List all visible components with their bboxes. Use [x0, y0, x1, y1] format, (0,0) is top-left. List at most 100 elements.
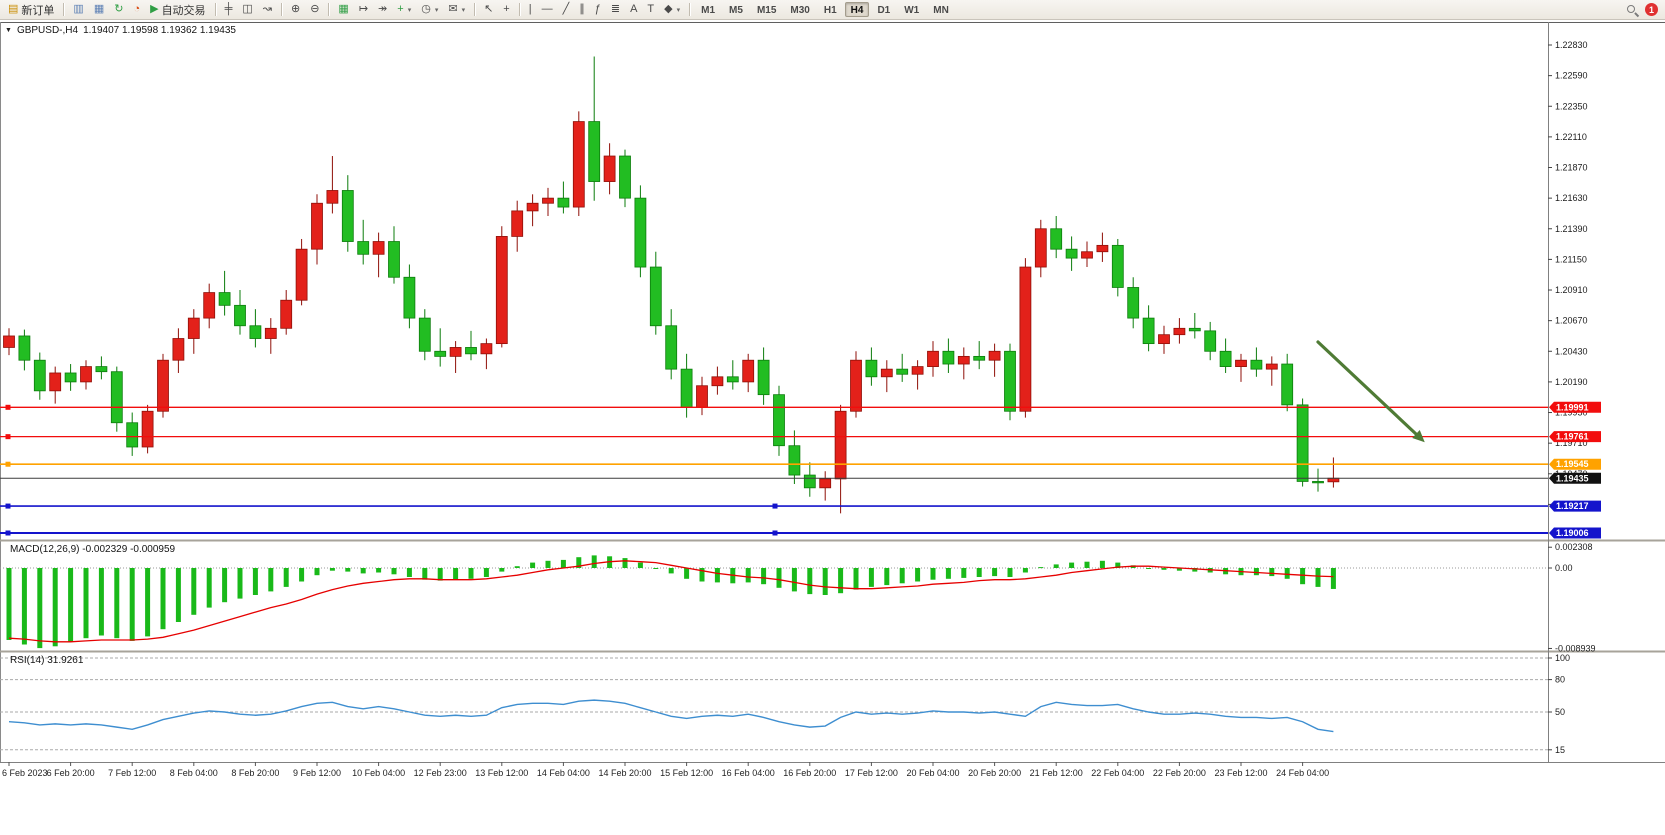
support-line-blue-2-tag [1549, 527, 1601, 539]
candlestick-chart-button[interactable]: ◫ [237, 2, 257, 18]
rsi-level-label: 50 [1555, 707, 1565, 717]
toolbar-separator [689, 3, 691, 16]
candle-body [680, 368, 693, 408]
macd-histogram-bar [21, 568, 27, 645]
candle-body [1034, 228, 1047, 268]
candle-body [110, 371, 123, 424]
fibonacci-button[interactable]: ƒ [590, 2, 606, 18]
candle-body [896, 368, 909, 375]
timeframe-h4-button[interactable]: H4 [844, 2, 870, 17]
support-line-orange-handle[interactable] [5, 461, 11, 467]
macd-histogram-bar [1038, 567, 1044, 569]
profiles-button[interactable]: ▦ [89, 2, 109, 18]
candle-body [1050, 228, 1063, 250]
rsi-scale: 100 80 50 15 [1548, 653, 1570, 755]
candle-body [1111, 244, 1124, 288]
macd-histogram-bar [1269, 568, 1275, 577]
time-axis-label: 22 Feb 20:00 [1153, 768, 1206, 778]
zoom-out-button[interactable]: ⊖ [305, 2, 324, 18]
channel-icon: ∥ [579, 3, 585, 15]
zoom-in-button[interactable]: ⊕ [286, 2, 305, 18]
chart-ohlc-values: 1.19407 1.19598 1.19362 1.19435 [83, 25, 236, 36]
crosshair-button[interactable]: + [498, 2, 514, 18]
bid-price-line-tag [1549, 472, 1601, 484]
candle-body [1081, 251, 1093, 259]
price-tag-label: 1.19435 [1556, 473, 1589, 483]
alerts-button[interactable]: ◔ [128, 2, 145, 18]
resistance-line-2-handle[interactable] [5, 434, 11, 440]
horizontal-line-button[interactable]: — [537, 2, 558, 18]
candle-body [511, 210, 524, 237]
autotrading-icon: ▶ [150, 3, 159, 15]
candle-body [942, 350, 955, 365]
rsi-panel [0, 657, 1548, 751]
trendline-button[interactable]: ╱ [558, 2, 575, 18]
support-line-blue-2-handle[interactable] [772, 530, 778, 536]
charts-button[interactable]: ▥ [68, 2, 88, 18]
candle-body [649, 266, 662, 327]
horizontal-line-icon: — [541, 3, 553, 15]
timeframe-d1-button[interactable]: D1 [877, 5, 891, 16]
price-axis-label: 1.22830 [1555, 40, 1588, 50]
zoom-group: ⊕ ⊖ [286, 0, 324, 19]
refresh-button[interactable]: ↻ [109, 2, 128, 18]
cycle-lines-button[interactable]: ≣ [606, 2, 625, 18]
macd-histogram-bar [360, 568, 366, 574]
bar-chart-button[interactable]: ╪ [220, 2, 238, 18]
search-icon[interactable] [1626, 4, 1638, 16]
toolbar: ▤ 新订单 ▥ ▦ ↻ ◔ ▶ 自动交易 ╪ ◫ ↝ ⊕ ⊖ ▦ ↦ ↠ + ▾ ◷ ▾ ✉ ▾ ↖ + | — ╱ ∥ ƒ ≣ A T ◆ ▾ M… [0, 0, 1665, 20]
macd-histogram-bar [1192, 568, 1198, 572]
text-label-button[interactable]: T [642, 2, 659, 18]
candle-body [1265, 363, 1278, 370]
timeframe-m15-button[interactable]: M15 [756, 5, 777, 16]
candle-body [742, 359, 755, 383]
trend-arrow-annotation[interactable] [1316, 340, 1425, 443]
macd-histogram-bar [114, 568, 120, 639]
line-chart-icon: ↝ [262, 3, 272, 15]
periods-button[interactable]: ◷ ▾ [416, 2, 443, 18]
shapes-button[interactable]: ◆ ▾ [659, 2, 685, 18]
timeframe-m30-button[interactable]: M30 [790, 5, 810, 16]
text-button[interactable]: A [625, 2, 642, 18]
time-axis-label: 21 Feb 12:00 [1030, 768, 1083, 778]
timeframe-w1-button[interactable]: W1 [904, 5, 920, 16]
timeframe-h1-button[interactable]: H1 [823, 5, 837, 16]
window-group: ▥ ▦ ↻ ◔ ▶ 自动交易 [68, 0, 210, 19]
vertical-line-button[interactable]: | [524, 2, 537, 18]
macd-histogram-bar [268, 568, 274, 592]
candle-body [465, 347, 477, 355]
templates-button[interactable]: ✉ ▾ [443, 2, 470, 18]
resistance-line-1-handle[interactable] [5, 404, 11, 410]
macd-histogram-bar [560, 559, 566, 568]
support-line-blue-2-handle[interactable] [5, 530, 11, 536]
macd-histogram-bar [499, 568, 505, 572]
candle-body [434, 350, 447, 357]
timeframe-m5-button[interactable]: M5 [729, 5, 743, 16]
candle-body [773, 394, 785, 447]
timeframe-m1-button[interactable]: M1 [701, 5, 716, 16]
tile-windows-button[interactable]: ▦ [333, 2, 353, 18]
support-line-blue-1-handle[interactable] [772, 503, 778, 509]
price-tag-label: 1.19217 [1556, 501, 1589, 511]
macd-histogram-bar [376, 568, 382, 573]
macd-histogram-bar [1053, 564, 1059, 568]
new-order-button[interactable]: ▤ 新订单 [3, 2, 59, 18]
collapse-chart-icon[interactable]: ▼ [5, 27, 12, 34]
line-chart-button[interactable]: ↝ [258, 2, 277, 18]
channel-button[interactable]: ∥ [574, 2, 590, 18]
auto-scroll-button[interactable]: ↠ [373, 2, 392, 18]
rsi-level-label: 80 [1555, 675, 1565, 685]
macd-histogram-bar [1161, 568, 1167, 570]
candle-body [619, 155, 631, 199]
timeframe-mn-button[interactable]: MN [933, 5, 949, 16]
toolbar-separator [280, 3, 282, 16]
notification-badge[interactable]: 1 [1645, 3, 1658, 16]
candle-body [295, 248, 308, 301]
cursor-button[interactable]: ↖ [479, 2, 498, 18]
chart-shift-button[interactable]: ↦ [354, 2, 373, 18]
support-line-blue-1-handle[interactable] [5, 503, 11, 509]
add-indicator-button[interactable]: + ▾ [392, 2, 416, 18]
candle-body [341, 190, 354, 242]
macd-histogram-bar [930, 568, 936, 580]
autotrading-button[interactable]: ▶ 自动交易 [145, 2, 210, 18]
